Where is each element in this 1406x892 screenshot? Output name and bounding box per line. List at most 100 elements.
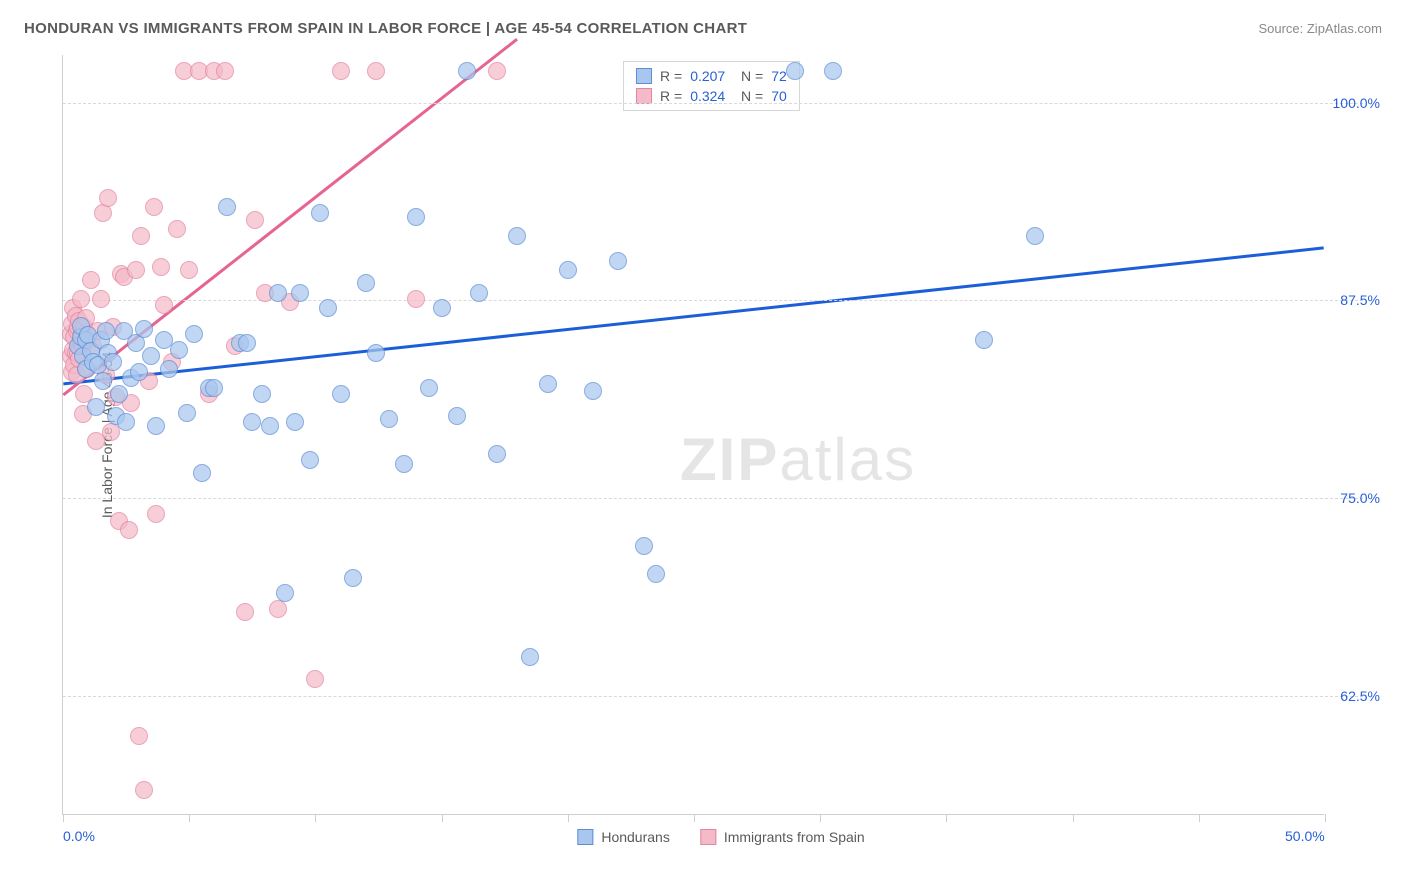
x-tick — [1073, 814, 1074, 822]
data-point-hondurans — [87, 398, 105, 416]
source-link[interactable]: ZipAtlas.com — [1307, 21, 1382, 36]
data-point-hondurans — [357, 274, 375, 292]
data-point-hondurans — [311, 204, 329, 222]
data-point-hondurans — [110, 385, 128, 403]
data-point-hondurans — [458, 62, 476, 80]
swatch-hondurans — [636, 68, 652, 84]
data-point-spain — [269, 600, 287, 618]
swatch-hondurans — [577, 829, 593, 845]
data-point-hondurans — [269, 284, 287, 302]
data-point-hondurans — [488, 445, 506, 463]
data-point-spain — [127, 261, 145, 279]
x-tick — [820, 814, 821, 822]
x-tick-label: 50.0% — [1285, 828, 1325, 844]
data-point-spain — [236, 603, 254, 621]
x-tick — [1325, 814, 1326, 822]
data-point-hondurans — [135, 320, 153, 338]
data-point-hondurans — [420, 379, 438, 397]
data-point-hondurans — [276, 584, 294, 602]
data-point-hondurans — [253, 385, 271, 403]
legend-row-hondurans: R = 0.207 N = 72 — [624, 66, 799, 86]
data-point-hondurans — [380, 410, 398, 428]
data-point-spain — [407, 290, 425, 308]
data-point-spain — [155, 296, 173, 314]
x-tick — [189, 814, 190, 822]
data-point-hondurans — [539, 375, 557, 393]
data-point-spain — [332, 62, 350, 80]
y-tick-label: 62.5% — [1324, 688, 1380, 704]
data-point-spain — [82, 271, 100, 289]
data-point-hondurans — [635, 537, 653, 555]
grid-line — [63, 300, 1363, 301]
chart-container: In Labor Force | Age 45-54 ZIPatlas R = … — [62, 55, 1380, 815]
data-point-hondurans — [170, 341, 188, 359]
y-tick-label: 87.5% — [1324, 292, 1380, 308]
y-tick-label: 75.0% — [1324, 490, 1380, 506]
data-point-hondurans — [395, 455, 413, 473]
data-point-spain — [216, 62, 234, 80]
data-point-spain — [145, 198, 163, 216]
data-point-spain — [152, 258, 170, 276]
data-point-spain — [132, 227, 150, 245]
data-point-hondurans — [332, 385, 350, 403]
data-point-hondurans — [261, 417, 279, 435]
data-point-hondurans — [448, 407, 466, 425]
data-point-hondurans — [367, 344, 385, 362]
regression-lines — [63, 55, 1324, 814]
data-point-spain — [94, 204, 112, 222]
data-point-hondurans — [1026, 227, 1044, 245]
grid-line — [63, 103, 1363, 104]
data-point-hondurans — [117, 413, 135, 431]
x-tick — [694, 814, 695, 822]
data-point-hondurans — [786, 62, 804, 80]
data-point-hondurans — [291, 284, 309, 302]
data-point-spain — [120, 521, 138, 539]
data-point-hondurans — [178, 404, 196, 422]
data-point-hondurans — [160, 360, 178, 378]
data-point-hondurans — [238, 334, 256, 352]
x-tick — [946, 814, 947, 822]
data-point-hondurans — [609, 252, 627, 270]
chart-title: HONDURAN VS IMMIGRANTS FROM SPAIN IN LAB… — [24, 20, 747, 37]
data-point-spain — [168, 220, 186, 238]
correlation-legend: R = 0.207 N = 72 R = 0.324 N = 70 — [623, 61, 800, 111]
data-point-hondurans — [97, 322, 115, 340]
data-point-hondurans — [130, 363, 148, 381]
data-point-spain — [72, 290, 90, 308]
legend-item-spain: Immigrants from Spain — [700, 829, 865, 845]
source-label: Source: ZipAtlas.com — [1258, 21, 1382, 36]
data-point-spain — [180, 261, 198, 279]
data-point-hondurans — [407, 208, 425, 226]
data-point-spain — [147, 505, 165, 523]
data-point-hondurans — [142, 347, 160, 365]
plot-area: ZIPatlas R = 0.207 N = 72 R = 0.324 N = … — [62, 55, 1324, 815]
data-point-hondurans — [824, 62, 842, 80]
data-point-hondurans — [433, 299, 451, 317]
x-tick — [568, 814, 569, 822]
data-point-spain — [135, 781, 153, 799]
data-point-hondurans — [218, 198, 236, 216]
data-point-hondurans — [94, 372, 112, 390]
data-point-hondurans — [521, 648, 539, 666]
legend-item-hondurans: Hondurans — [577, 829, 670, 845]
data-point-spain — [306, 670, 324, 688]
series-legend: Hondurans Immigrants from Spain — [577, 829, 864, 845]
data-point-spain — [99, 189, 117, 207]
data-point-hondurans — [559, 261, 577, 279]
data-point-hondurans — [286, 413, 304, 431]
data-point-hondurans — [205, 379, 223, 397]
data-point-hondurans — [647, 565, 665, 583]
grid-line — [63, 696, 1363, 697]
data-point-hondurans — [301, 451, 319, 469]
y-tick-label: 100.0% — [1324, 95, 1380, 111]
regression-line-hondurans — [63, 248, 1323, 384]
swatch-spain — [700, 829, 716, 845]
data-point-hondurans — [104, 353, 122, 371]
x-tick-label: 0.0% — [63, 828, 95, 844]
data-point-spain — [488, 62, 506, 80]
data-point-hondurans — [319, 299, 337, 317]
data-point-hondurans — [975, 331, 993, 349]
grid-line — [63, 498, 1363, 499]
data-point-spain — [92, 290, 110, 308]
x-tick — [442, 814, 443, 822]
